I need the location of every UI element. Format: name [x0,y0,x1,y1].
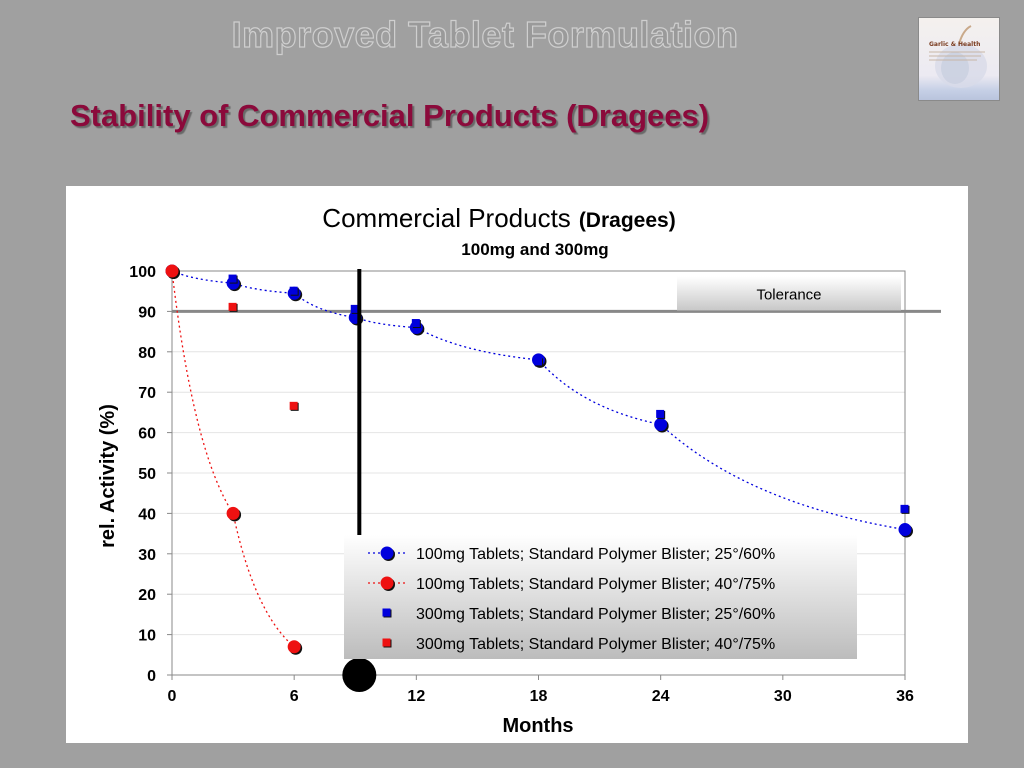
x-tick-label: 6 [290,688,299,705]
y-tick-label: 80 [138,345,156,362]
x-tick-label: 18 [530,688,548,705]
y-axis-label: rel. Activity (%) [97,404,119,548]
chart-title-suffix: (Dragees) [579,209,676,232]
slide-subtitle: Stability of Commercial Products (Dragee… [70,98,710,133]
y-tick-label: 100 [129,264,156,281]
x-tick-label: 30 [774,688,792,705]
legend-label: 300mg Tablets; Standard Polymer Blister;… [416,606,775,623]
data-point [289,286,298,295]
data-point [900,504,909,513]
logo-text: Garlic & Health [929,41,981,48]
y-tick-label: 60 [138,426,156,443]
stability-chart: Commercial Products (Dragees) 100mg and 3… [97,203,941,737]
y-tick-label: 30 [138,547,156,564]
x-axis-label: Months [502,715,573,737]
y-tick-label: 40 [138,506,156,523]
x-tick-label: 12 [407,688,425,705]
garlic-bulb-icon [929,25,987,88]
data-point [656,409,665,418]
chart-title: Commercial Products (Dragees) [322,203,675,233]
x-tick-label: 36 [896,688,914,705]
garlic-health-logo: Garlic & Health [918,17,1000,101]
y-tick-label: 0 [147,668,156,685]
data-point [287,640,301,654]
x-tick-label: 0 [168,688,177,705]
legend-box [344,535,857,659]
legend-marker [380,576,394,590]
data-point [411,319,420,328]
data-point [228,302,237,311]
data-point [654,418,668,432]
data-points [165,264,913,655]
data-point [228,274,237,283]
slide-title: Improved Tablet Formulation [231,13,739,55]
legend-label: 300mg Tablets; Standard Polymer Blister;… [416,636,775,653]
data-point [289,401,298,410]
legend-label: 100mg Tablets; Standard Polymer Blister;… [416,576,775,593]
legend: 100mg Tablets; Standard Polymer Blister;… [344,535,857,659]
chart-subtitle: 100mg and 300mg [461,240,608,259]
data-point [165,264,179,278]
y-tick-label: 10 [138,628,156,645]
y-tick-label: 50 [138,466,156,483]
data-point [226,506,240,520]
data-point [898,523,912,537]
axis-ticks: 0 10 20 30 40 50 60 70 80 90 100 0 6 12 18 24 30 36 [129,264,914,705]
chart-title-main: Commercial Products [322,203,571,233]
data-point [534,357,542,366]
data-point [350,304,359,313]
time-marker-dot [342,658,377,692]
y-tick-label: 20 [138,587,156,604]
legend-marker [382,638,391,647]
tolerance-label: Tolerance [756,286,821,303]
legend-marker [380,546,394,560]
y-tick-label: 70 [138,385,156,402]
tolerance-box [677,276,901,311]
chart-panel: Commercial Products (Dragees) 100mg and 3… [66,186,968,743]
y-tick-label: 90 [138,304,156,321]
legend-marker [382,608,391,617]
legend-label: 100mg Tablets; Standard Polymer Blister;… [416,546,775,563]
series-line [171,270,295,648]
x-tick-label: 24 [652,688,670,705]
series-line [171,270,906,531]
